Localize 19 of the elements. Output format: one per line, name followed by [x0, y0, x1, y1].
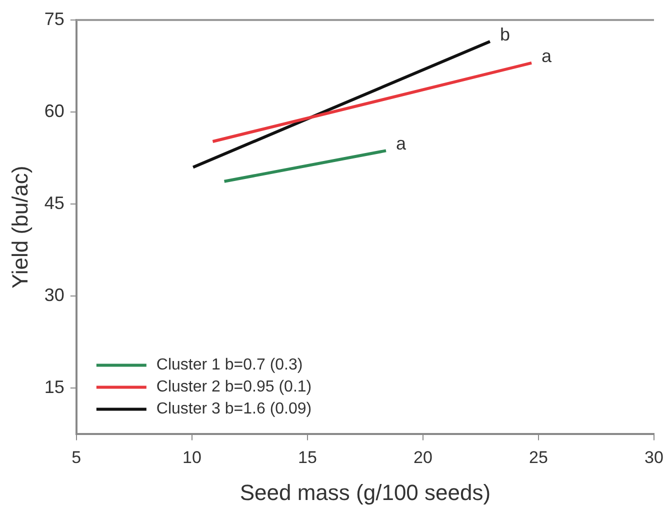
legend-label: Cluster 1 b=0.7 (0.3) [156, 356, 303, 374]
y-tick-label: 60 [44, 101, 64, 122]
y-tick-label: 45 [44, 193, 64, 214]
y-axis-title: Yield (bu/ac) [7, 166, 32, 288]
legend-label: Cluster 2 b=0.95 (0.1) [156, 378, 312, 396]
annotation: a [396, 134, 408, 154]
legend-label: Cluster 3 b=1.6 (0.09) [156, 400, 312, 418]
annotation: a [542, 46, 553, 66]
annotation: b [500, 24, 510, 44]
x-axis-title: Seed mass (g/100 seeds) [240, 480, 491, 505]
x-tick-label: 15 [298, 448, 317, 468]
y-tick-label: 75 [44, 8, 64, 29]
x-tick-label: 10 [182, 448, 202, 468]
y-tick-label: 30 [44, 285, 64, 306]
x-tick-label: 25 [529, 448, 548, 468]
y-tick-label: 15 [44, 377, 64, 398]
x-tick-label: 5 [72, 448, 82, 468]
x-tick-label: 20 [414, 448, 432, 468]
x-tick-label: 30 [644, 448, 664, 468]
